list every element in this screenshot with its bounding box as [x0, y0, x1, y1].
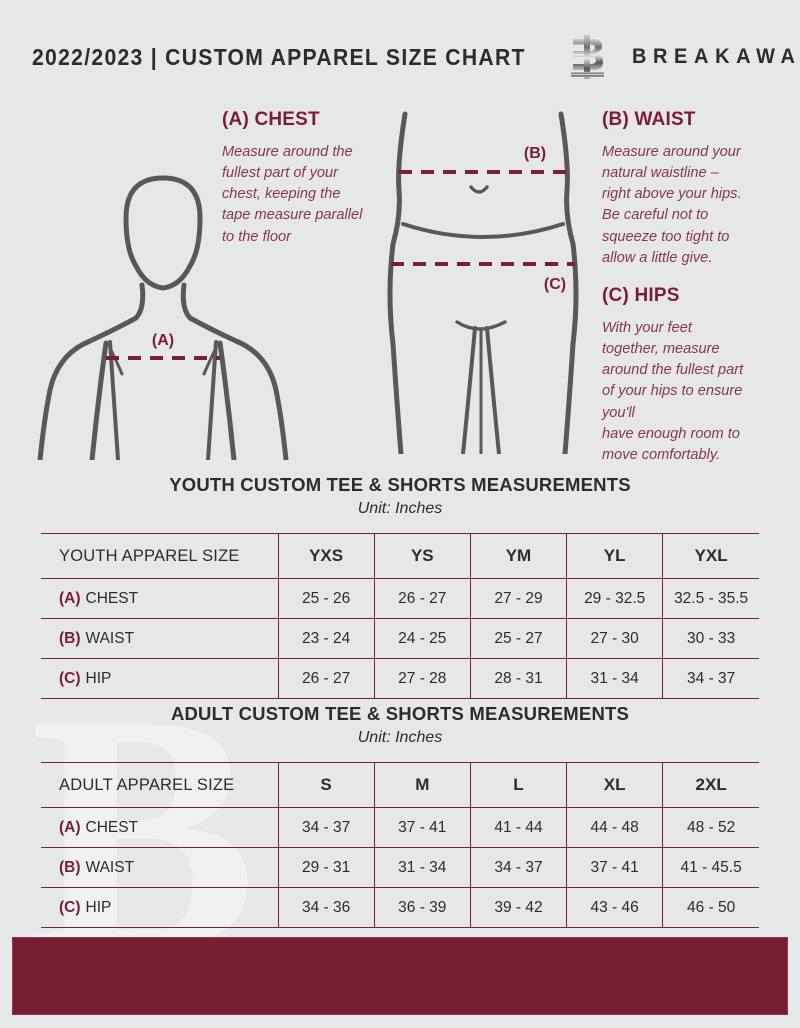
table-row: (A) CHEST 34 - 37 37 - 41 41 - 44 44 - 48…: [41, 807, 759, 848]
adult-size-table: ADULT APPAREL SIZE S M L XL 2XL (A) CHEST…: [41, 762, 759, 928]
table-row: (C) HIP 34 - 36 36 - 39 39 - 42 43 - 46 4…: [41, 887, 759, 928]
guide-hips-text: With your feet together, measure around …: [602, 320, 744, 463]
lower-body-figure: (B) (C): [383, 104, 583, 459]
guide-hips: (C) HIPS With your feet together, measur…: [602, 285, 774, 466]
youth-size-table: YOUTH APPAREL SIZE YXS YS YM YL YXL (A) C…: [41, 533, 759, 699]
guide-waist: (B) WAIST Measure around your natural wa…: [602, 109, 774, 269]
adult-header-row: ADULT APPAREL SIZE S M L XL 2XL: [41, 762, 759, 808]
youth-chest-1: 26 - 27: [374, 578, 471, 619]
youth-size-label: YOUTH APPAREL SIZE: [41, 533, 279, 579]
row-name: WAIST: [85, 858, 135, 876]
adult-col-1: M: [374, 762, 471, 808]
guide-chest-heading: (A) CHEST: [222, 109, 320, 130]
row-name: WAIST: [85, 629, 135, 647]
youth-waist-4: 30 - 33: [662, 618, 759, 659]
adult-section-title: ADULT CUSTOM TEE & SHORTS MEASUREMENTS U…: [0, 703, 800, 747]
page-header: 2022/2023 | CUSTOM APPAREL SIZE CHART: [0, 34, 800, 80]
adult-hip-3: 43 - 46: [566, 887, 664, 928]
adult-col-0: S: [278, 762, 375, 808]
adult-hip-0: 34 - 36: [278, 887, 375, 928]
youth-hip-0: 26 - 27: [278, 658, 375, 699]
youth-section-title: YOUTH CUSTOM TEE & SHORTS MEASUREMENTS U…: [0, 474, 800, 518]
page-title: 2022/2023 | CUSTOM APPAREL SIZE CHART: [32, 43, 526, 70]
upper-body-figure: (A): [18, 100, 308, 465]
guide-chest: (A) CHEST Measure around the fullest par…: [222, 109, 397, 248]
brand-lockup: BREAKAWAY: [569, 35, 800, 79]
youth-chest-3: 29 - 32.5: [566, 578, 664, 619]
youth-col-4: YXL: [662, 533, 759, 579]
youth-row-hip-label: (C) HIP: [41, 658, 279, 699]
measurement-figures: (A) (B) (C): [0, 96, 800, 466]
adult-unit: Unit: Inches: [357, 729, 443, 746]
youth-col-3: YL: [566, 533, 664, 579]
youth-col-0: YXS: [278, 533, 375, 579]
adult-col-2: L: [470, 762, 568, 808]
youth-section: YOUTH CUSTOM TEE & SHORTS MEASUREMENTS U…: [0, 474, 800, 699]
youth-waist-1: 24 - 25: [374, 618, 471, 659]
table-row: (B) WAIST 23 - 24 24 - 25 25 - 27 27 - 30…: [41, 618, 759, 659]
adult-chest-4: 48 - 52: [662, 807, 759, 848]
guide-hips-heading: (C) HIPS: [602, 285, 680, 306]
youth-hip-2: 28 - 31: [470, 658, 568, 699]
table-row: (A) CHEST 25 - 26 26 - 27 27 - 29 29 - 32…: [41, 578, 759, 619]
youth-chest-2: 27 - 29: [470, 578, 568, 619]
row-tag: (A): [59, 589, 81, 607]
youth-chest-4: 32.5 - 35.5: [662, 578, 759, 619]
youth-chest-0: 25 - 26: [278, 578, 375, 619]
youth-title: YOUTH CUSTOM TEE & SHORTS MEASUREMENTS: [169, 474, 631, 495]
row-tag: (C): [59, 898, 81, 916]
row-name: HIP: [85, 669, 112, 687]
hip-marker-label: (C): [544, 276, 566, 293]
table-row: (C) HIP 26 - 27 27 - 28 28 - 31 31 - 34 3…: [41, 658, 759, 699]
adult-waist-2: 34 - 37: [470, 847, 568, 888]
table-row: (B) WAIST 29 - 31 31 - 34 34 - 37 37 - 41…: [41, 847, 759, 888]
youth-row-waist-label: (B) WAIST: [41, 618, 279, 659]
adult-section: ADULT CUSTOM TEE & SHORTS MEASUREMENTS U…: [0, 703, 800, 928]
row-tag: (A): [59, 818, 81, 836]
youth-row-chest-label: (A) CHEST: [41, 578, 279, 619]
row-tag: (B): [59, 858, 81, 876]
row-tag: (B): [59, 629, 81, 647]
adult-chest-1: 37 - 41: [374, 807, 471, 848]
adult-waist-0: 29 - 31: [278, 847, 375, 888]
row-name: CHEST: [85, 589, 139, 607]
adult-size-label: ADULT APPAREL SIZE: [41, 762, 279, 808]
adult-chest-3: 44 - 48: [566, 807, 664, 848]
breakaway-b-monogram-icon: [569, 35, 611, 79]
adult-col-4: 2XL: [662, 762, 759, 808]
youth-col-2: YM: [470, 533, 568, 579]
youth-unit: Unit: Inches: [357, 500, 443, 517]
adult-row-hip-label: (C) HIP: [41, 887, 279, 928]
row-name: CHEST: [85, 818, 139, 836]
footer-bar: [12, 937, 788, 1015]
guide-waist-text: Measure around your natural waistline – …: [602, 144, 742, 266]
adult-hip-4: 46 - 50: [662, 887, 759, 928]
adult-waist-1: 31 - 34: [374, 847, 471, 888]
adult-chest-2: 41 - 44: [470, 807, 568, 848]
youth-waist-3: 27 - 30: [566, 618, 664, 659]
waist-marker-label: (B): [524, 145, 546, 162]
adult-title: ADULT CUSTOM TEE & SHORTS MEASUREMENTS: [170, 703, 630, 724]
youth-waist-0: 23 - 24: [278, 618, 375, 659]
adult-row-chest-label: (A) CHEST: [41, 807, 279, 848]
adult-waist-4: 41 - 45.5: [662, 847, 759, 888]
chest-marker-label: (A): [152, 332, 174, 349]
adult-waist-3: 37 - 41: [566, 847, 664, 888]
guide-chest-text: Measure around the fullest part of your …: [222, 144, 363, 245]
youth-hip-1: 27 - 28: [374, 658, 471, 699]
adult-chest-0: 34 - 37: [278, 807, 375, 848]
adult-hip-1: 36 - 39: [374, 887, 471, 928]
youth-header-row: YOUTH APPAREL SIZE YXS YS YM YL YXL: [41, 533, 759, 579]
youth-hip-3: 31 - 34: [566, 658, 664, 699]
row-tag: (C): [59, 669, 81, 687]
brand-name: BREAKAWAY: [631, 45, 800, 68]
youth-hip-4: 34 - 37: [662, 658, 759, 699]
adult-col-3: XL: [566, 762, 664, 808]
adult-hip-2: 39 - 42: [470, 887, 568, 928]
row-name: HIP: [85, 898, 112, 916]
youth-col-1: YS: [374, 533, 471, 579]
youth-waist-2: 25 - 27: [470, 618, 568, 659]
guide-waist-heading: (B) WAIST: [602, 109, 696, 130]
adult-row-waist-label: (B) WAIST: [41, 847, 279, 888]
